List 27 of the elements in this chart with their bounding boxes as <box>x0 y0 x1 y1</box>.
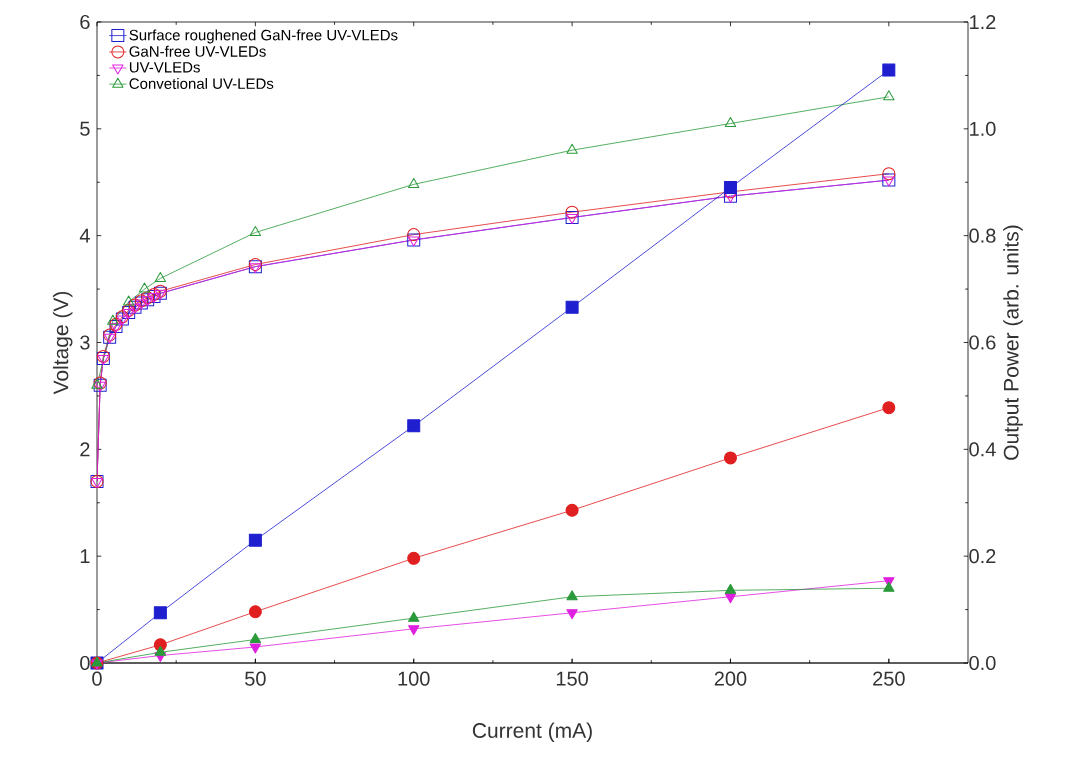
x-tick-label: 200 <box>714 671 747 686</box>
y-tick-label: 6 <box>80 14 90 30</box>
y-tick-label: 3 <box>80 335 90 350</box>
y-tick-label: 5 <box>80 121 90 136</box>
x-axis-title: Current (mA) <box>472 722 592 743</box>
y-tick-label: 1 <box>80 549 90 564</box>
y2-tick-label: 0.0 <box>969 655 996 671</box>
y-tick-label: 0 <box>80 655 90 671</box>
y-axis-title: Voltage (V) <box>52 291 73 395</box>
y2-axis-title: Output Power (arb. units) <box>1003 225 1023 460</box>
y2-tick-label: 1.2 <box>970 15 996 29</box>
y2-tick-label: 0.8 <box>969 228 996 243</box>
x-tick-label: 50 <box>245 671 266 686</box>
x-tick-label: 100 <box>398 671 430 686</box>
legend-label: Surface roughened GaN-free UV-VLEDs <box>129 29 398 44</box>
legend-label: Convetional UV-LEDs <box>129 77 274 89</box>
y-tick-label: 2 <box>80 442 90 457</box>
x-tick-label: 250 <box>873 671 905 686</box>
y2-tick-label: 1.0 <box>970 121 996 136</box>
x-tick-label: 150 <box>556 671 588 686</box>
y-tick-label: 4 <box>79 228 90 243</box>
y2-tick-label: 0.4 <box>969 442 996 457</box>
y2-tick-label: 0.6 <box>969 335 996 350</box>
y2-tick-label: 0.2 <box>969 549 996 564</box>
x-tick-label: 0 <box>92 671 102 686</box>
legend-label: UV-VLEDs <box>129 62 200 73</box>
legend-label: GaN-free UV-VLEDs <box>129 45 266 57</box>
